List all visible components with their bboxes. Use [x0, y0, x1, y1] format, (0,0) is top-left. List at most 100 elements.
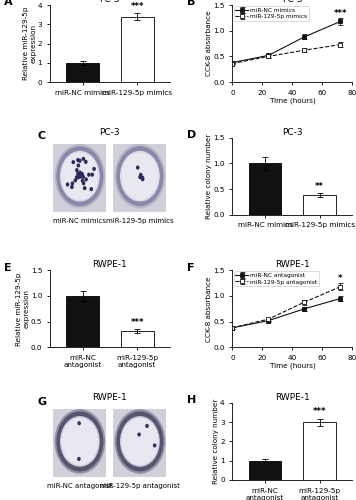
Circle shape	[81, 172, 83, 175]
Circle shape	[79, 160, 81, 162]
Circle shape	[121, 417, 159, 466]
Text: C: C	[38, 132, 46, 141]
Y-axis label: Relative miR-129-5p
expression: Relative miR-129-5p expression	[16, 272, 29, 345]
Text: G: G	[38, 396, 47, 406]
Circle shape	[141, 176, 143, 179]
Circle shape	[117, 147, 163, 206]
Bar	[249, 460, 282, 480]
Circle shape	[85, 178, 87, 181]
Circle shape	[82, 180, 84, 182]
Bar	[121, 16, 153, 82]
Text: B: B	[187, 0, 195, 8]
Circle shape	[90, 188, 92, 190]
FancyBboxPatch shape	[114, 144, 166, 212]
Circle shape	[91, 174, 93, 176]
Circle shape	[138, 433, 140, 436]
Text: *: *	[338, 274, 343, 283]
Circle shape	[62, 418, 98, 465]
Circle shape	[71, 186, 73, 188]
FancyBboxPatch shape	[53, 144, 106, 212]
Circle shape	[153, 444, 156, 447]
Circle shape	[139, 176, 141, 178]
Legend: miR-NC antagonist, miR-129-5p antagonist: miR-NC antagonist, miR-129-5p antagonist	[234, 272, 319, 286]
Bar	[303, 195, 336, 214]
Circle shape	[74, 179, 77, 182]
Y-axis label: Relative colony number: Relative colony number	[213, 399, 219, 484]
Circle shape	[77, 164, 79, 167]
Circle shape	[84, 186, 86, 190]
Title: RWPE-1: RWPE-1	[93, 393, 127, 402]
Text: ***: ***	[130, 2, 144, 11]
Circle shape	[93, 168, 95, 170]
Circle shape	[140, 174, 142, 176]
Title: RWPE-1: RWPE-1	[93, 260, 127, 270]
Circle shape	[121, 152, 159, 201]
Title: PC-3: PC-3	[282, 0, 303, 4]
Text: ***: ***	[334, 9, 347, 18]
Circle shape	[79, 171, 81, 174]
Y-axis label: Relative miR-129-5p
expression: Relative miR-129-5p expression	[23, 7, 36, 80]
Circle shape	[62, 153, 98, 200]
Text: A: A	[4, 0, 13, 8]
Circle shape	[77, 176, 79, 179]
Circle shape	[77, 158, 79, 162]
Circle shape	[55, 410, 104, 473]
Circle shape	[76, 169, 78, 172]
Title: PC-3: PC-3	[100, 128, 120, 137]
Circle shape	[78, 175, 80, 178]
X-axis label: Time (hours): Time (hours)	[269, 97, 315, 103]
Text: E: E	[4, 262, 12, 272]
Legend: miR-NC mimics, miR-129-5p mimics: miR-NC mimics, miR-129-5p mimics	[234, 6, 309, 21]
Title: PC-3: PC-3	[282, 128, 303, 137]
Text: **: **	[315, 182, 324, 191]
Circle shape	[55, 144, 104, 208]
Title: PC-3: PC-3	[100, 0, 120, 4]
Text: H: H	[187, 395, 196, 405]
Bar	[66, 296, 99, 348]
Circle shape	[146, 424, 148, 428]
Circle shape	[115, 144, 164, 208]
X-axis label: Time (hours): Time (hours)	[269, 362, 315, 369]
Circle shape	[88, 174, 90, 176]
Circle shape	[78, 174, 80, 176]
Circle shape	[82, 158, 84, 160]
Circle shape	[137, 166, 139, 169]
Circle shape	[57, 412, 103, 470]
Circle shape	[75, 176, 78, 178]
Circle shape	[83, 182, 85, 184]
Circle shape	[82, 176, 84, 178]
Title: RWPE-1: RWPE-1	[275, 260, 310, 270]
Text: F: F	[187, 262, 194, 272]
Circle shape	[61, 417, 99, 466]
Circle shape	[77, 172, 79, 175]
Circle shape	[142, 178, 144, 180]
Circle shape	[71, 182, 73, 185]
Circle shape	[85, 160, 87, 163]
Text: ***: ***	[130, 318, 144, 326]
Circle shape	[122, 153, 158, 200]
Y-axis label: Relative colony number: Relative colony number	[206, 134, 212, 219]
Bar	[249, 164, 282, 214]
Circle shape	[79, 176, 82, 178]
Bar	[121, 331, 153, 347]
FancyBboxPatch shape	[53, 409, 106, 477]
Circle shape	[67, 183, 69, 186]
Circle shape	[122, 418, 158, 465]
Circle shape	[115, 410, 164, 473]
Y-axis label: CCK-8 absorbance: CCK-8 absorbance	[206, 276, 212, 342]
Circle shape	[79, 174, 81, 178]
FancyBboxPatch shape	[114, 409, 166, 477]
Circle shape	[61, 152, 99, 201]
Circle shape	[72, 160, 74, 164]
Bar	[66, 63, 99, 82]
Circle shape	[117, 412, 163, 470]
Circle shape	[78, 458, 80, 460]
Bar	[303, 422, 336, 480]
Y-axis label: CCK-8 absorbance: CCK-8 absorbance	[206, 10, 212, 76]
Circle shape	[57, 147, 103, 206]
Title: RWPE-1: RWPE-1	[275, 393, 310, 402]
Text: ***: ***	[313, 408, 326, 416]
Circle shape	[79, 174, 81, 178]
Text: D: D	[187, 130, 196, 140]
Circle shape	[78, 422, 80, 424]
